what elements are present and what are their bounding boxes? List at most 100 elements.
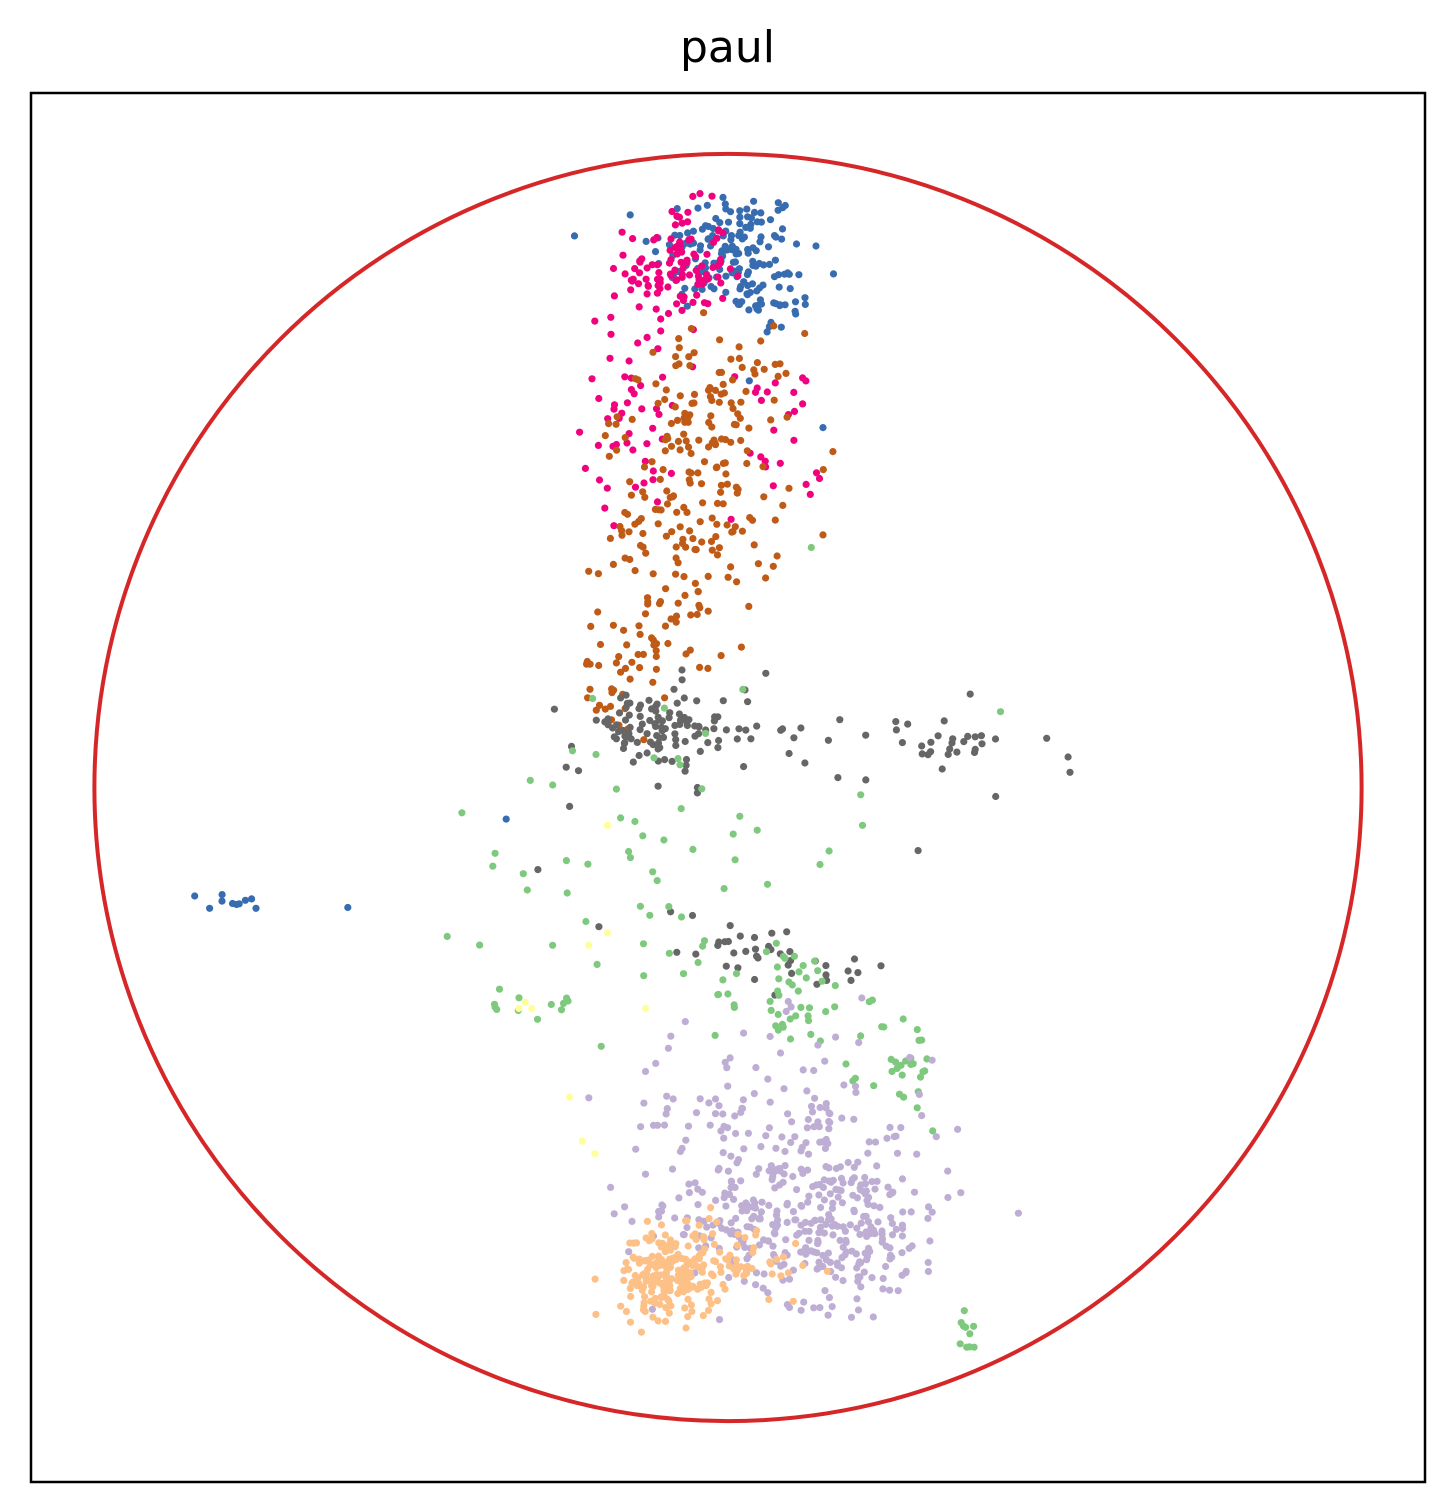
- scatter-point-series-6: [731, 1112, 739, 1120]
- scatter-point-series-1: [759, 281, 767, 289]
- scatter-point-series-8: [591, 1150, 599, 1158]
- scatter-point-series-1: [792, 310, 800, 318]
- scatter-point-series-5: [766, 997, 774, 1006]
- scatter-point-series-5: [909, 1060, 917, 1068]
- scatter-point-series-3: [634, 650, 642, 659]
- scatter-point-series-5: [458, 809, 466, 817]
- scatter-point-series-1: [770, 299, 778, 307]
- scatter-point-series-2: [667, 235, 675, 243]
- scatter-point-series-2: [678, 219, 686, 227]
- scatter-point-series-4: [753, 952, 761, 960]
- scatter-point-series-1: [722, 272, 730, 280]
- scatter-point-series-7: [656, 1300, 664, 1309]
- scatter-point-series-2: [618, 228, 626, 236]
- scatter-point-series-7: [622, 1307, 631, 1316]
- scatter-point-series-3: [750, 366, 758, 374]
- scatter-point-series-3: [727, 355, 735, 363]
- scatter-point-series-4: [710, 725, 718, 733]
- scatter-point-series-2: [581, 464, 590, 472]
- scatter-point-series-6: [752, 1064, 760, 1072]
- scatter-point-series-7: [639, 1283, 648, 1291]
- scatter-point-series-4: [953, 748, 961, 756]
- scatter-point-series-2: [689, 192, 697, 200]
- scatter-point-series-5: [965, 1343, 974, 1351]
- scatter-point-series-6: [857, 1283, 865, 1291]
- scatter-point-series-3: [729, 376, 737, 384]
- scatter-point-series-6: [657, 1207, 666, 1215]
- scatter-point-series-5: [858, 821, 867, 829]
- scatter-point-series-1: [774, 199, 782, 207]
- scatter-point-series-5: [519, 870, 527, 878]
- scatter-point-series-2: [655, 269, 663, 277]
- scatter-point-series-6: [758, 1198, 766, 1206]
- scatter-point-series-6: [954, 1125, 962, 1133]
- scatter-point-series-6: [752, 1281, 760, 1289]
- scatter-point-series-3: [627, 491, 636, 499]
- scatter-point-series-3: [635, 622, 643, 630]
- scatter-point-series-4: [668, 757, 676, 766]
- scatter-point-series-6: [625, 1248, 633, 1256]
- scatter-point-series-5: [592, 750, 600, 759]
- scatter-point-series-6: [893, 1149, 902, 1157]
- scatter-point-series-4: [678, 676, 686, 684]
- scatter-point-series-3: [652, 380, 660, 388]
- scatter-point-series-3: [713, 520, 721, 528]
- scatter-point-series-2: [640, 479, 648, 487]
- scatter-point-series-5: [568, 747, 577, 755]
- scatter-point-series-4: [844, 967, 852, 975]
- points-layer: [191, 190, 1074, 1351]
- scatter-point-series-6: [869, 1313, 877, 1321]
- scatter-point-series-2: [776, 459, 784, 467]
- scatter-point-series-6: [678, 1144, 686, 1152]
- scatter-point-series-3: [650, 641, 658, 649]
- scatter-point-series-3: [644, 600, 652, 608]
- scatter-point-series-6: [610, 1210, 618, 1218]
- scatter-point-series-4: [550, 705, 559, 713]
- scatter-point-series-3: [608, 685, 616, 693]
- scatter-point-series-6: [738, 1202, 746, 1210]
- scatter-point-series-6: [810, 1123, 818, 1131]
- scatter-point-series-1: [757, 209, 765, 217]
- scatter-point-series-6: [918, 1112, 926, 1120]
- scatter-point-series-7: [691, 1255, 699, 1263]
- scatter-point-series-7: [591, 1275, 599, 1283]
- scatter-point-series-2: [601, 504, 609, 512]
- scatter-point-series-3: [672, 543, 680, 551]
- scatter-point-series-1: [248, 895, 256, 903]
- scatter-point-series-5: [582, 917, 590, 926]
- scatter-point-series-6: [732, 1129, 740, 1138]
- scatter-point-series-3: [724, 573, 732, 581]
- scatter-point-series-3: [735, 343, 743, 351]
- scatter-point-series-4: [619, 744, 628, 753]
- scatter-point-series-4: [847, 976, 855, 985]
- scatter-point-series-4: [797, 724, 805, 732]
- scatter-point-series-7: [626, 1284, 634, 1292]
- scatter-point-series-6: [805, 1227, 813, 1235]
- scatter-point-series-6: [732, 1214, 740, 1222]
- scatter-point-series-3: [750, 541, 758, 549]
- scatter-point-series-7: [657, 1221, 666, 1229]
- scatter-point-series-3: [628, 658, 636, 666]
- scatter-point-series-2: [665, 259, 674, 267]
- scatter-point-series-1: [698, 285, 706, 293]
- scatter-point-series-4: [624, 733, 632, 741]
- scatter-point-series-6: [788, 1118, 796, 1126]
- scatter-point-series-1: [728, 242, 736, 250]
- scatter-point-series-3: [731, 523, 739, 531]
- scatter-point-series-6: [817, 1203, 825, 1212]
- scatter-point-series-6: [809, 1183, 817, 1191]
- scatter-point-series-6: [685, 1180, 693, 1188]
- scatter-point-series-7: [643, 1217, 652, 1225]
- scatter-point-series-7: [744, 1262, 752, 1270]
- scatter-point-series-5: [719, 976, 727, 984]
- scatter-point-series-3: [661, 694, 669, 702]
- scatter-point-series-5: [674, 755, 682, 763]
- scatter-point-series-2: [771, 379, 779, 387]
- scatter-point-series-3: [652, 652, 660, 661]
- scatter-point-series-2: [806, 490, 814, 498]
- scatter-point-series-7: [784, 1269, 793, 1277]
- scatter-point-series-4: [898, 739, 907, 747]
- scatter-point-series-3: [596, 640, 605, 649]
- scatter-point-series-2: [648, 261, 656, 269]
- scatter-point-series-7: [674, 1250, 682, 1258]
